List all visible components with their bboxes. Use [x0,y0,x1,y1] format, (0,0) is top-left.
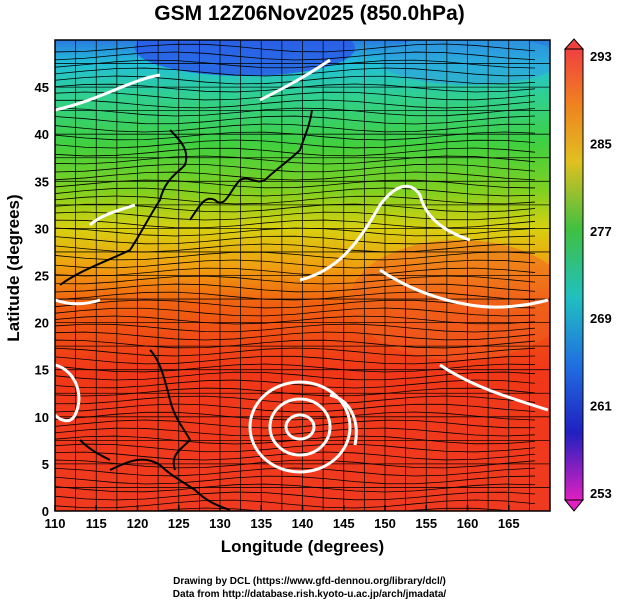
x-tick-label: 155 [415,516,437,531]
y-tick-label: 25 [35,269,49,284]
x-tick-label: 140 [292,516,314,531]
colorbar-tick-labels: 293 285 277 269 261 253 [590,49,612,501]
y-tick-label: 45 [35,80,49,95]
y-tick-label: 15 [35,363,49,378]
colorbar-tick-label: 293 [590,49,612,64]
y-tick-label: 5 [42,457,49,472]
x-tick-label: 135 [250,516,272,531]
colorbar-tick-label: 285 [590,136,612,151]
x-axis-label: Longitude (degrees) [220,537,385,556]
y-tick-label: 30 [35,221,49,236]
x-tick-label: 125 [168,516,190,531]
colorbar-tick-label: 253 [590,486,612,501]
contour-lines [55,58,549,474]
colorbar-bottom-arrow [563,499,585,512]
wind-streamlines [55,43,536,511]
y-tick-labels: 0 5 10 15 20 25 30 35 40 45 [35,80,49,519]
x-tick-label: 160 [457,516,479,531]
colorbar-tick-label: 261 [590,399,612,414]
colorbar-scale [564,48,584,501]
x-tick-label: 115 [86,516,107,531]
coastlines [59,109,313,511]
x-tick-label: 130 [209,516,231,531]
colorbar-tick-label: 269 [590,311,612,326]
y-tick-label: 10 [35,410,49,425]
y-tick-label: 20 [35,316,49,331]
colorbar-tick-label: 277 [590,224,612,239]
grid-lines [55,40,550,511]
colorbar-top-arrow [563,38,585,50]
y-tick-label: 0 [42,504,49,519]
credit-data: Data from http://database.rish.kyoto-u.a… [172,589,447,600]
x-tick-label: 145 [333,516,355,531]
x-tick-label: 165 [498,516,520,531]
cool-region [380,40,550,85]
y-tick-label: 40 [35,127,49,142]
x-tick-label: 110 [45,516,66,531]
chart-title: GSM 12Z06Nov2025 (850.0hPa) [154,2,465,25]
x-tick-label: 150 [374,516,396,531]
x-tick-labels: 110 115 120 125 130 135 140 145 150 155 160 165 [45,505,520,531]
colorbar: 293 285 277 269 261 253 [563,38,612,512]
x-tick-label: 120 [127,516,149,531]
y-tick-label: 35 [35,174,49,189]
credit-drawing: Drawing by DCL (https://www.gfd-dennou.o… [173,576,446,587]
cold-region [135,40,355,76]
